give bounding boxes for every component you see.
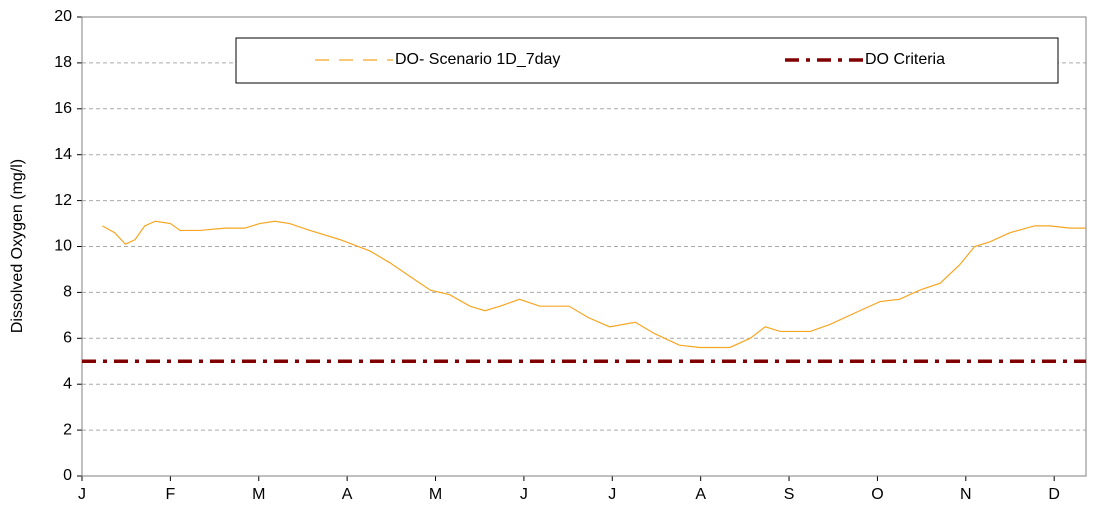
x-tick-label: A [342, 486, 353, 503]
x-tick-label: S [784, 486, 795, 503]
y-tick-label: 18 [54, 54, 72, 71]
y-tick-label: 12 [54, 192, 72, 209]
x-tick-label: J [520, 486, 528, 503]
x-tick-label: O [871, 486, 883, 503]
x-tick-label: A [695, 486, 706, 503]
data-line [102, 220, 1086, 349]
plot-border [81, 16, 1087, 477]
legend-label: DO Criteria [865, 51, 945, 68]
y-tick-label: 10 [54, 238, 72, 255]
y-tick-label: 14 [54, 146, 72, 163]
x-tick-label: J [608, 486, 616, 503]
x-tick-label: J [78, 486, 86, 503]
y-tick-label: 0 [63, 467, 72, 484]
x-tick-label: M [252, 486, 265, 503]
y-axis-label: Dissolved Oxygen (mg/l) [9, 159, 26, 333]
x-tick-label: D [1048, 486, 1060, 503]
x-tick-label: N [960, 486, 972, 503]
y-tick-label: 20 [54, 8, 72, 25]
y-tick-label: 16 [54, 100, 72, 117]
y-tick-label: 4 [63, 375, 72, 392]
y-tick-label: 6 [63, 330, 72, 347]
legend-label: DO- Scenario 1D_7day [395, 51, 560, 68]
x-tick-label: M [429, 486, 442, 503]
y-tick-label: 8 [63, 284, 72, 301]
x-tick-label: F [165, 486, 175, 503]
y-tick-label: 2 [63, 421, 72, 438]
